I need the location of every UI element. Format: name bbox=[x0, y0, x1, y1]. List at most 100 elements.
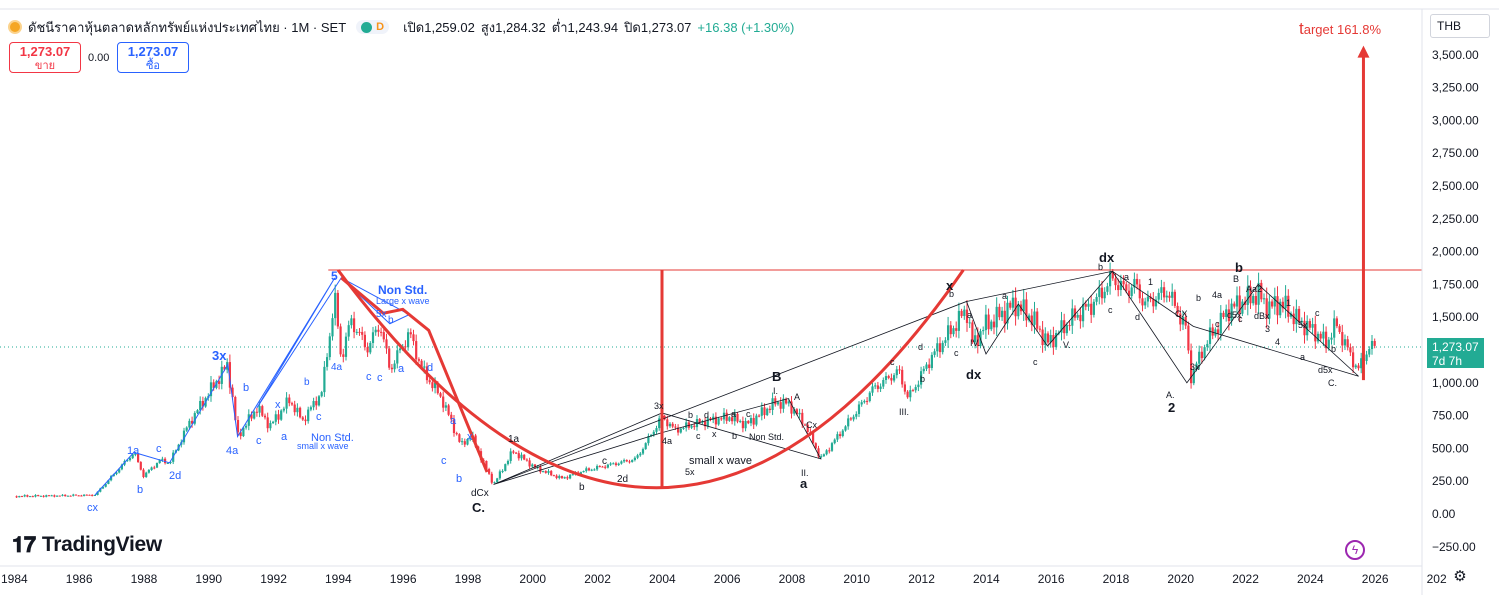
wave-label: a bbox=[398, 363, 405, 375]
price-candle bbox=[898, 369, 901, 371]
y-tick-label: 500.00 bbox=[1432, 441, 1469, 455]
price-candle bbox=[944, 340, 947, 343]
price-candle bbox=[1162, 287, 1166, 298]
price-candle bbox=[709, 418, 712, 421]
price-candle bbox=[255, 411, 258, 413]
buy-button[interactable]: 1,273.07 ซื้อ bbox=[117, 42, 189, 73]
price-candle bbox=[1195, 363, 1198, 370]
price-candle bbox=[436, 382, 439, 394]
price-candle bbox=[163, 458, 167, 464]
price-candle bbox=[50, 495, 53, 497]
wave-label: 5 bbox=[331, 269, 338, 283]
price-candle bbox=[620, 461, 623, 464]
lightning-icon[interactable]: ϟ bbox=[1345, 540, 1365, 560]
price-candle bbox=[182, 430, 186, 443]
price-candle bbox=[366, 347, 369, 353]
price-candle bbox=[720, 418, 723, 420]
price-candle bbox=[774, 398, 777, 405]
price-candle bbox=[1130, 287, 1133, 297]
price-candle bbox=[579, 472, 582, 475]
wave-label: 2 bbox=[1257, 284, 1262, 294]
wave-label: 4a bbox=[1212, 290, 1222, 300]
price-candle bbox=[890, 377, 893, 381]
settings-gear-icon[interactable]: ⚙ bbox=[1453, 568, 1467, 585]
price-candle bbox=[566, 477, 569, 479]
price-candle bbox=[128, 458, 132, 461]
price-candle bbox=[331, 318, 334, 337]
price-candle bbox=[1179, 313, 1182, 325]
price-candle bbox=[115, 472, 118, 475]
x-tick-label: 1990 bbox=[195, 572, 222, 586]
price-candle bbox=[836, 434, 839, 440]
symbol-title[interactable]: ดัชนีราคาหุ้นตลาดหลักทรัพย์แห่งประเทศไทย… bbox=[28, 19, 347, 35]
tradingview-logo[interactable]: 𝟏𝟕 TradingView bbox=[12, 532, 162, 558]
price-candle bbox=[1141, 298, 1144, 306]
price-candle bbox=[1235, 295, 1239, 307]
price-candle bbox=[433, 382, 437, 389]
price-candle bbox=[844, 426, 847, 431]
price-candle bbox=[1157, 292, 1160, 300]
price-candle bbox=[949, 325, 952, 335]
price-candle bbox=[512, 451, 515, 453]
price-candle bbox=[1211, 327, 1214, 336]
symbol-logo-icon[interactable] bbox=[8, 20, 22, 34]
wave-label: c bbox=[441, 455, 447, 467]
price-candle bbox=[1360, 358, 1363, 369]
wave-label: 1 bbox=[1286, 298, 1291, 308]
wave-label: c bbox=[954, 348, 959, 358]
x-tick-label: 2022 bbox=[1232, 572, 1259, 586]
price-candle bbox=[674, 426, 677, 428]
price-candle bbox=[158, 459, 161, 464]
price-candle bbox=[776, 402, 780, 405]
price-candle bbox=[668, 423, 672, 427]
price-candle bbox=[112, 474, 115, 477]
price-candle bbox=[201, 401, 204, 407]
price-candle bbox=[1054, 333, 1058, 348]
price-candle bbox=[217, 381, 221, 384]
wave-label: III. bbox=[899, 407, 909, 417]
currency-selector[interactable]: THB bbox=[1430, 14, 1490, 38]
wave-label: a bbox=[450, 415, 457, 427]
price-candle bbox=[725, 412, 728, 421]
price-candle bbox=[1327, 339, 1330, 349]
wave-label: dx bbox=[966, 367, 982, 382]
wave-label: a bbox=[281, 431, 288, 443]
price-candle bbox=[752, 418, 755, 425]
price-candle bbox=[244, 425, 248, 428]
price-candle bbox=[757, 415, 761, 417]
price-candle bbox=[528, 460, 531, 467]
price-candle bbox=[1114, 278, 1117, 286]
price-candle bbox=[1357, 365, 1360, 369]
wave-label: d bbox=[427, 362, 433, 374]
market-status-pill[interactable]: D bbox=[356, 20, 390, 34]
price-candle bbox=[1041, 329, 1044, 346]
ohlc-low: 1,243.94 bbox=[567, 19, 619, 35]
price-candle bbox=[995, 306, 998, 328]
price-candle bbox=[31, 496, 34, 498]
price-candle bbox=[104, 483, 107, 487]
price-candle bbox=[447, 405, 450, 415]
price-candle bbox=[355, 331, 358, 333]
price-candle bbox=[787, 401, 790, 404]
price-candle bbox=[228, 362, 231, 388]
price-candle bbox=[917, 384, 920, 388]
price-candle bbox=[1322, 331, 1325, 339]
price-candle bbox=[409, 332, 412, 335]
ohlc-low-label: ต่ำ bbox=[551, 19, 568, 35]
ohlc-high-label: สูง bbox=[480, 19, 496, 35]
price-candle bbox=[585, 468, 588, 472]
sell-button[interactable]: 1,273.07 ขาย bbox=[9, 42, 81, 73]
price-candle bbox=[406, 332, 410, 348]
wave-label: Non Std. bbox=[749, 432, 784, 442]
price-candle bbox=[1262, 298, 1266, 300]
price-candle bbox=[601, 466, 604, 468]
price-candle bbox=[1133, 278, 1136, 288]
price-candle bbox=[1335, 318, 1338, 327]
price-candle bbox=[1000, 310, 1004, 318]
wave-label: d bbox=[918, 342, 923, 352]
x-tick-label: 1988 bbox=[131, 572, 158, 586]
wave-label: b bbox=[243, 382, 249, 394]
price-candle bbox=[280, 410, 283, 420]
